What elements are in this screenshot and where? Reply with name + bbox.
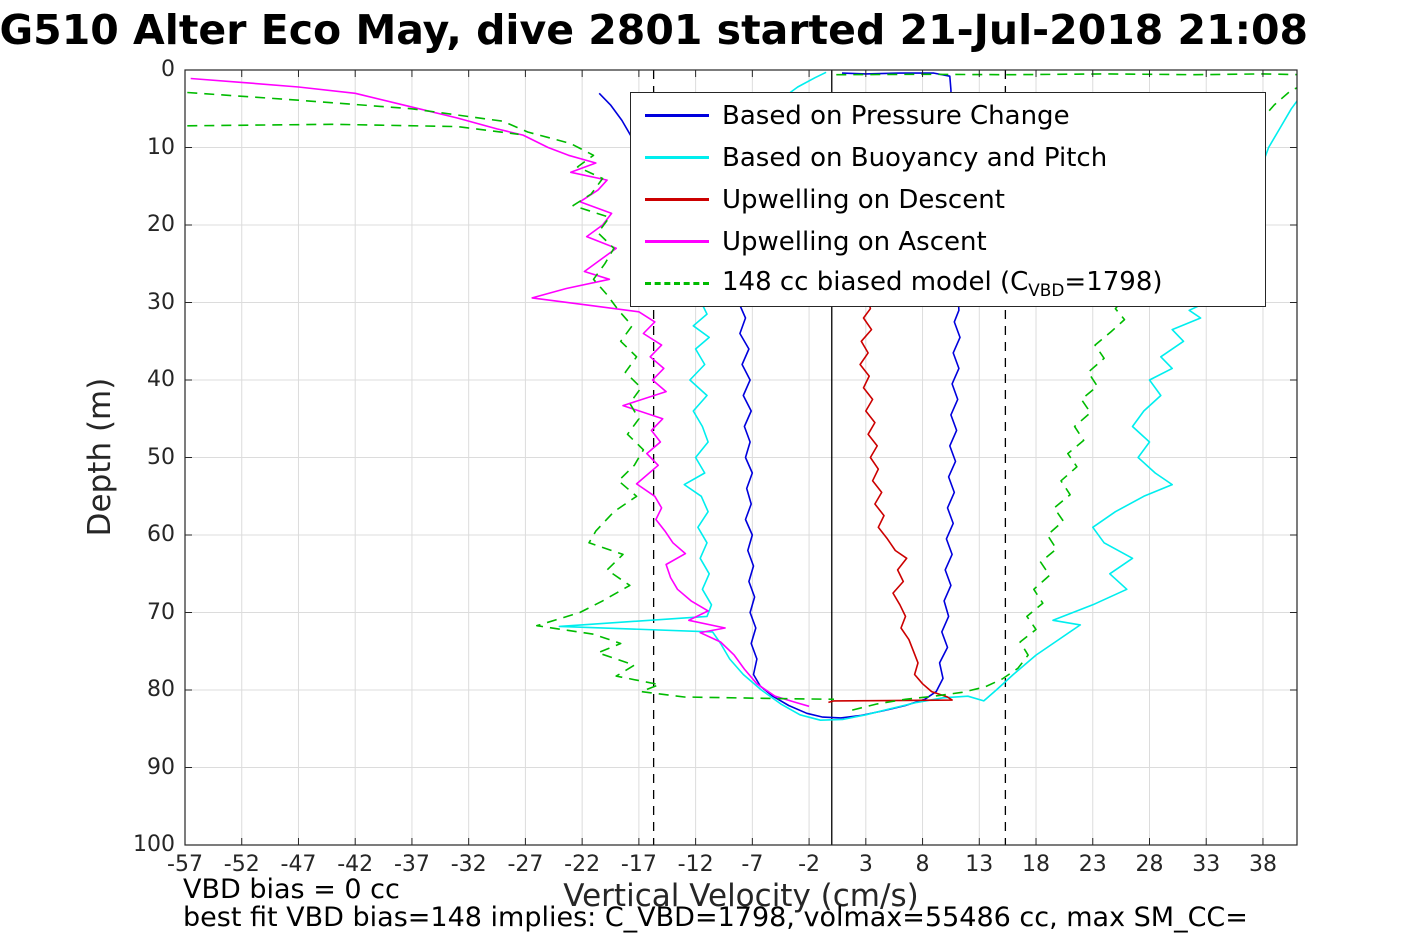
x-tick-label--57: -57: [167, 852, 203, 877]
y-tick-label-80: 80: [147, 677, 175, 702]
series-based-on-buoyancy-and-pitch: [558, 71, 1297, 722]
y-tick-label-100: 100: [133, 832, 175, 857]
x-tick-label--32: -32: [450, 852, 487, 877]
x-tick-label-33: 33: [1192, 852, 1221, 877]
x-tick-label--37: -37: [393, 852, 430, 877]
x-tick-label--42: -42: [337, 852, 374, 877]
x-tick-label--2: -2: [798, 852, 821, 877]
series-148-cc-biased-model-c-vbd-1798: [187, 123, 519, 136]
annotation-vbd-bias: VBD bias = 0 cc: [183, 874, 400, 905]
x-tick-label-3: 3: [858, 852, 873, 877]
x-tick-label--27: -27: [507, 852, 544, 877]
y-tick-label-50: 50: [147, 444, 175, 470]
x-tick-label-23: 23: [1078, 852, 1107, 877]
legend-line-sample: [645, 156, 709, 159]
legend-item-based-on-buoyancy-and-pitch: Based on Buoyancy and Pitch: [631, 137, 1265, 179]
y-tick-label-20: 20: [147, 212, 175, 237]
legend-label: Based on Pressure Change: [722, 100, 1070, 131]
x-tick-label-28: 28: [1135, 852, 1164, 877]
y-tick-label-40: 40: [147, 367, 175, 392]
legend-line-sample: [645, 114, 709, 117]
y-tick-label-90: 90: [147, 754, 175, 780]
axes-box: [184, 69, 1298, 846]
legend-item-upwelling-on-descent: Upwelling on Descent: [631, 179, 1265, 221]
series-upwelling-on-descent: [828, 286, 953, 704]
x-tick-label-38: 38: [1248, 852, 1277, 877]
x-tick-label--12: -12: [677, 852, 714, 877]
x-tick-label--47: -47: [280, 852, 317, 877]
legend-label: 148 cc biased model (CVBD=1798): [722, 266, 1163, 301]
legend-item-148-cc-biased-model-c-vbd-1798: 148 cc biased model (CVBD=1798): [631, 263, 1265, 305]
legend-line-sample: [645, 282, 709, 285]
series-148-cc-biased-model-c-vbd-1798: [187, 91, 835, 701]
legend-line-sample: [645, 198, 709, 201]
x-tick-label-8: 8: [915, 852, 930, 877]
legend-line-sample: [645, 240, 709, 243]
annotation-best-fit: best fit VBD bias=148 implies: C_VBD=179…: [183, 902, 1248, 933]
y-tick-label-0: 0: [161, 57, 175, 82]
y-tick-label-60: 60: [147, 522, 175, 547]
x-tick-label--7: -7: [741, 852, 764, 877]
legend-label: Based on Buoyancy and Pitch: [722, 142, 1108, 173]
y-axis-label: Depth (m): [82, 377, 118, 537]
figure-title: SG510 Alter Eco May, dive 2801 started 2…: [0, 6, 1309, 54]
legend-item-based-on-pressure-change: Based on Pressure Change: [631, 95, 1265, 137]
x-axis-label: Vertical Velocity (cm/s): [563, 878, 919, 914]
legend-item-upwelling-on-ascent: Upwelling on Ascent: [631, 221, 1265, 263]
legend: Based on Pressure Change Based on Buoyanc…: [630, 92, 1266, 307]
legend-label: Upwelling on Ascent: [722, 226, 987, 257]
x-tick-label--22: -22: [564, 852, 601, 877]
y-tick-label-30: 30: [147, 289, 175, 315]
x-tick-label-13: 13: [965, 852, 994, 877]
x-tick-label--17: -17: [620, 852, 657, 877]
y-tick-label-70: 70: [147, 599, 175, 625]
y-tick-label-10: 10: [147, 134, 175, 160]
series-148-cc-biased-model-c-vbd-1798: [836, 73, 1297, 76]
legend-label: Upwelling on Descent: [722, 184, 1005, 215]
x-tick-label-18: 18: [1022, 852, 1051, 877]
series-upwelling-on-ascent: [190, 77, 810, 708]
x-tick-label--52: -52: [223, 852, 260, 877]
